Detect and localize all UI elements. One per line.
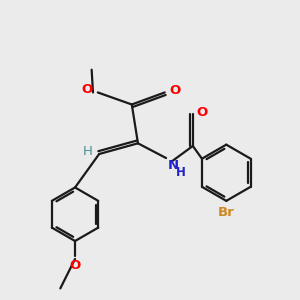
Text: O: O (82, 83, 93, 96)
Text: O: O (69, 259, 81, 272)
Text: Br: Br (218, 206, 235, 219)
Text: H: H (83, 146, 93, 158)
Text: O: O (169, 84, 181, 97)
Text: N: N (168, 159, 179, 172)
Text: H: H (176, 166, 186, 178)
Text: O: O (196, 106, 208, 119)
